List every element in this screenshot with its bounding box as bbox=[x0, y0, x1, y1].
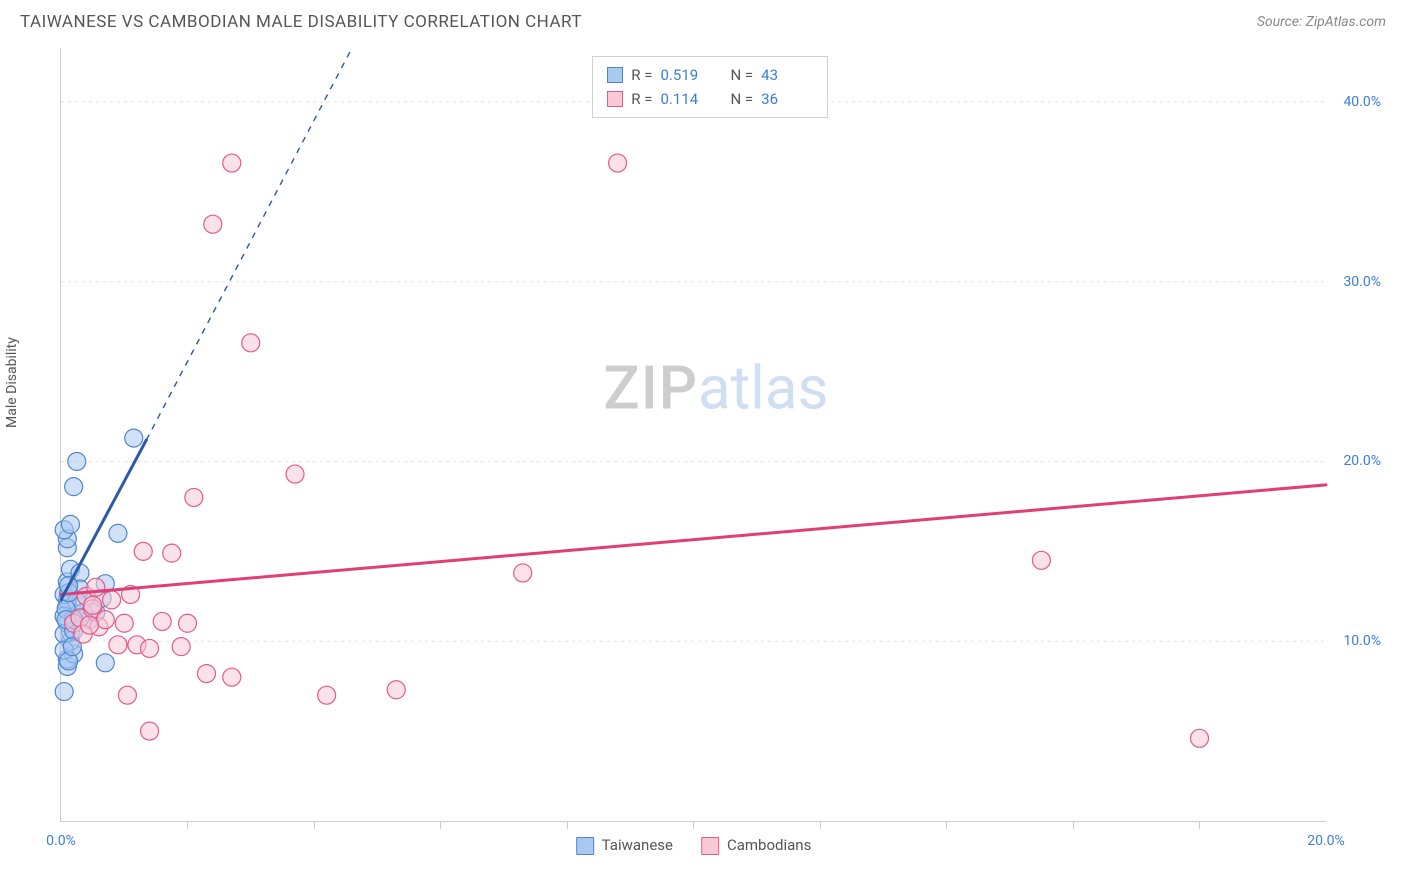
legend-item: Taiwanese bbox=[576, 836, 673, 855]
stat-n-label: N = bbox=[731, 87, 754, 111]
legend-label: Cambodians bbox=[727, 836, 811, 854]
x-minor-tick bbox=[440, 821, 441, 829]
stat-n-label: N = bbox=[731, 63, 754, 87]
x-tick-label: 0.0% bbox=[46, 833, 76, 849]
x-minor-tick bbox=[1199, 821, 1200, 829]
series-legend: Taiwanese Cambodians bbox=[576, 836, 812, 855]
legend-label: Taiwanese bbox=[602, 836, 673, 854]
y-tick-label: 10.0% bbox=[1343, 633, 1381, 649]
stat-row: R = 0.519 N = 43 bbox=[607, 63, 813, 87]
plot-area: ZIPatlas R =0.519N =43R =0.114N =36 10.0… bbox=[60, 48, 1326, 822]
stat-swatch bbox=[607, 67, 623, 83]
x-minor-tick bbox=[946, 821, 947, 829]
stat-r-label: R = bbox=[631, 87, 652, 111]
x-minor-tick bbox=[820, 821, 821, 829]
x-minor-tick bbox=[314, 821, 315, 829]
plot-svg bbox=[61, 48, 1326, 821]
y-axis-label: Male Disability bbox=[4, 337, 20, 428]
stat-swatch bbox=[607, 91, 623, 107]
chart-title: TAIWANESE VS CAMBODIAN MALE DISABILITY C… bbox=[20, 12, 582, 32]
stat-n-value: 43 bbox=[761, 63, 813, 87]
stat-box: R = 0.519 N = 43 R = 0.114 N = 36 bbox=[592, 56, 828, 118]
y-tick-label: 40.0% bbox=[1343, 94, 1381, 110]
x-tick-label: 20.0% bbox=[1307, 833, 1345, 849]
x-minor-tick bbox=[693, 821, 694, 829]
x-minor-tick bbox=[1073, 821, 1074, 829]
legend-swatch bbox=[576, 837, 594, 855]
stat-row: R = 0.114 N = 36 bbox=[607, 87, 813, 111]
y-tick-label: 20.0% bbox=[1343, 453, 1381, 469]
source-text: Source: ZipAtlas.com bbox=[1257, 14, 1386, 30]
x-minor-tick bbox=[567, 821, 568, 829]
stat-r-value: 0.519 bbox=[661, 63, 713, 87]
chart-area: Male Disability ZIPatlas R =0.519N =43R … bbox=[20, 48, 1386, 872]
stat-r-value: 0.114 bbox=[661, 87, 713, 111]
legend-swatch bbox=[701, 837, 719, 855]
stat-n-value: 36 bbox=[761, 87, 813, 111]
x-minor-tick bbox=[187, 821, 188, 829]
stat-r-label: R = bbox=[631, 63, 652, 87]
y-tick-label: 30.0% bbox=[1343, 274, 1381, 290]
legend-item: Cambodians bbox=[701, 836, 811, 855]
